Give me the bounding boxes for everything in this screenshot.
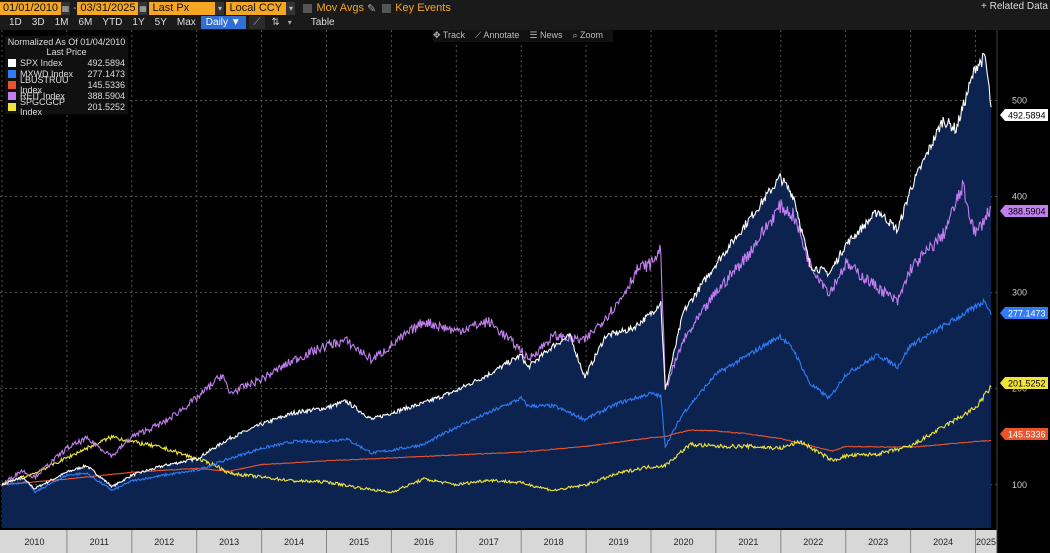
annotate-tool[interactable]: ⟋ Annotate bbox=[475, 30, 520, 40]
x-tick-label: 2012 bbox=[154, 537, 174, 547]
legend-series-name: SPGCGCP Index bbox=[20, 96, 65, 117]
toolbar: 01/01/2010 ▦ - 03/31/2025 ▦ Last Px ▾ Lo… bbox=[0, 0, 1050, 30]
track-tool[interactable]: ✥ Track bbox=[433, 30, 466, 40]
range-button-3d[interactable]: 3D bbox=[31, 16, 45, 28]
range-button-1d[interactable]: 1D bbox=[9, 16, 22, 28]
x-tick-label: 2013 bbox=[219, 537, 239, 547]
zoom-tool[interactable]: ⌕ Zoom bbox=[572, 30, 604, 40]
y-tick-label: 100 bbox=[1012, 480, 1027, 490]
series-line-mxwd bbox=[1, 297, 992, 494]
last-price-tag-spgcgcp: 201.5252 bbox=[1000, 377, 1048, 389]
legend-header: Normalized As Of 01/04/2010 bbox=[7, 37, 126, 47]
price-field-select[interactable]: Last Px bbox=[149, 1, 216, 15]
legend-subheader: Last Price bbox=[46, 47, 87, 57]
series-line-spgcgcp bbox=[1, 384, 992, 494]
end-date-field[interactable]: 03/31/2025 bbox=[77, 1, 139, 15]
legend-item-lbustruu[interactable]: LBUSTRUU Index 145.5336 bbox=[5, 75, 128, 95]
series-line-lbustruu bbox=[1, 429, 992, 486]
legend: Normalized As Of 01/04/2010 Last Price S… bbox=[5, 36, 128, 117]
legend-item-reit[interactable]: REIT Index 388.5904 bbox=[5, 90, 128, 101]
news-tool[interactable]: ☰ News bbox=[529, 30, 563, 40]
mov-avgs-toggle[interactable]: Mov Avgs ✎ bbox=[303, 2, 376, 15]
x-tick-label: 2011 bbox=[90, 537, 109, 547]
x-tick-label: 2024 bbox=[933, 537, 953, 547]
legend-swatch bbox=[8, 91, 16, 100]
series-line-spx bbox=[1, 53, 992, 490]
y-tick-label: 300 bbox=[1012, 288, 1027, 298]
legend-series-value: 492.5894 bbox=[87, 57, 125, 68]
chevron-down-icon[interactable]: ▾ bbox=[286, 1, 296, 15]
legend-series-value: 388.5904 bbox=[87, 90, 125, 101]
range-button-6m[interactable]: 6M bbox=[78, 16, 93, 28]
last-price-tag-mxwd: 277.1473 bbox=[1000, 307, 1048, 319]
range-button-1y[interactable]: 1Y bbox=[132, 16, 145, 28]
y-tick-label: 400 bbox=[1012, 192, 1027, 202]
line-chart-icon[interactable]: ⟋ bbox=[248, 15, 265, 29]
legend-swatch bbox=[8, 69, 16, 78]
x-tick-label: 2015 bbox=[349, 537, 369, 547]
series-line-reit bbox=[1, 178, 992, 486]
last-price-tag-spx: 492.5894 bbox=[1000, 109, 1048, 121]
x-tick-label: 2023 bbox=[868, 537, 888, 547]
last-price-value: 492.5894 bbox=[1008, 111, 1046, 121]
legend-series-name: SPX Index bbox=[20, 57, 63, 68]
table-button[interactable]: Table bbox=[310, 16, 335, 28]
related-data-button[interactable]: + Related Data bbox=[981, 1, 1048, 12]
legend-item-spx[interactable]: SPX Index 492.5894 bbox=[5, 57, 128, 68]
x-tick-label: 2025 bbox=[976, 537, 996, 547]
currency-select[interactable]: Local CCY bbox=[226, 1, 287, 15]
x-tick-label: 2017 bbox=[479, 537, 499, 547]
calendar-icon[interactable]: ▦ bbox=[61, 1, 71, 15]
chart-type-icon[interactable]: ⇅ bbox=[267, 15, 284, 29]
last-price-tag-reit: 388.5904 bbox=[1000, 205, 1048, 217]
date-separator: - bbox=[73, 2, 77, 14]
x-tick-label: 2018 bbox=[544, 537, 564, 547]
legend-swatch bbox=[8, 58, 16, 67]
last-price-tag-lbustruu: 145.5336 bbox=[1000, 428, 1048, 440]
legend-series-name: MXWD Index bbox=[20, 68, 74, 79]
frequency-select[interactable]: Daily ▼ bbox=[200, 15, 246, 29]
x-tick-label: 2022 bbox=[803, 537, 823, 547]
x-tick-label: 2021 bbox=[738, 537, 758, 547]
toolbar-row-top: 01/01/2010 ▦ - 03/31/2025 ▦ Last Px ▾ Lo… bbox=[0, 1, 451, 15]
last-price-value: 277.1473 bbox=[1008, 309, 1046, 319]
checkbox-icon bbox=[382, 3, 392, 13]
start-date-field[interactable]: 01/01/2010 bbox=[0, 1, 62, 15]
mov-avgs-label: Mov Avgs bbox=[316, 2, 364, 14]
range-button-5y[interactable]: 5Y bbox=[154, 16, 167, 28]
chevron-down-icon[interactable]: ▾ bbox=[215, 1, 225, 15]
legend-series-value: 277.1473 bbox=[87, 68, 125, 79]
legend-series-value: 145.5336 bbox=[87, 79, 125, 90]
legend-item-spgcgcp[interactable]: SPGCGCP Index 201.5252 bbox=[5, 97, 128, 117]
range-button-1m[interactable]: 1M bbox=[54, 16, 69, 28]
legend-item-mxwd[interactable]: MXWD Index 277.1473 bbox=[5, 68, 128, 79]
key-events-toggle[interactable]: Key Events bbox=[382, 2, 451, 14]
pencil-icon[interactable]: ✎ bbox=[366, 2, 377, 15]
x-tick-label: 2020 bbox=[673, 537, 693, 547]
x-tick-label: 2016 bbox=[414, 537, 434, 547]
last-price-value: 388.5904 bbox=[1008, 207, 1046, 217]
x-tick-label: 2019 bbox=[609, 537, 629, 547]
legend-swatch bbox=[8, 80, 16, 89]
y-tick-label: 500 bbox=[1012, 95, 1027, 105]
calendar-icon[interactable]: ▦ bbox=[138, 1, 148, 15]
legend-swatch bbox=[8, 102, 16, 111]
x-tick-label: 2010 bbox=[24, 537, 44, 547]
spx-area-fill bbox=[2, 53, 992, 528]
last-price-value: 145.5336 bbox=[1008, 430, 1046, 440]
legend-series-name: REIT Index bbox=[20, 90, 65, 101]
legend-series-name: LBUSTRUU Index bbox=[20, 74, 69, 95]
checkbox-icon bbox=[303, 3, 313, 13]
chevron-down-icon[interactable]: ▾ bbox=[287, 17, 292, 27]
x-tick-label: 2014 bbox=[284, 537, 304, 547]
chart-tools: ✥ Track ⟋ Annotate ☰ News ⌕ Zoom bbox=[433, 30, 614, 42]
range-button-ytd[interactable]: YTD bbox=[102, 16, 123, 28]
last-price-value: 201.5252 bbox=[1008, 379, 1046, 389]
x-axis-bar bbox=[0, 530, 997, 553]
range-button-max[interactable]: Max bbox=[176, 16, 196, 28]
key-events-label: Key Events bbox=[395, 2, 451, 14]
toolbar-row-bottom: 1D 3D 1M 6M YTD 1Y 5Y Max Daily ▼ ⟋ ⇅ ▾ … bbox=[0, 15, 1050, 29]
legend-series-value: 201.5252 bbox=[87, 101, 125, 112]
